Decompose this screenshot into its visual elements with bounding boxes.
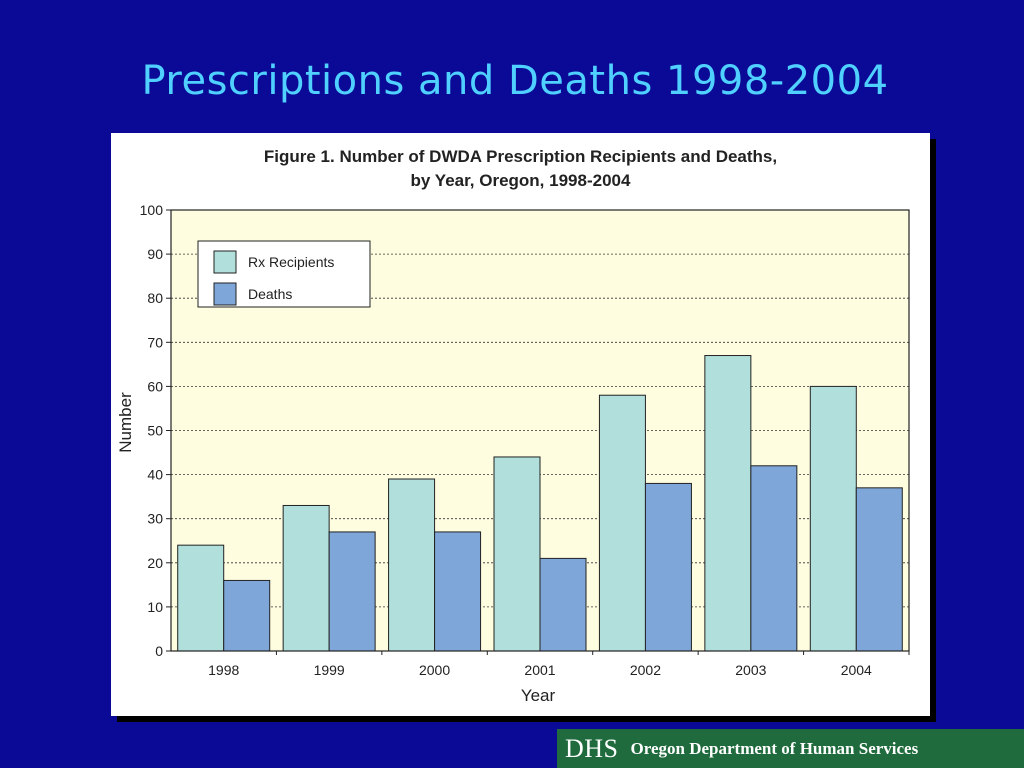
y-axis-title: Number [116, 392, 135, 453]
y-tick-label: 10 [147, 599, 163, 615]
x-tick-label: 1999 [314, 662, 345, 678]
plot-frame [170, 209, 910, 652]
y-tick-label: 40 [147, 467, 163, 483]
figure-title: Figure 1. Number of DWDA Prescription Re… [111, 145, 930, 193]
x-axis-title: Year [521, 686, 556, 705]
bar-rx-recipients [809, 385, 857, 652]
bar-deaths [855, 487, 903, 652]
dhs-logo-banner: DHS Oregon Department of Human Services [557, 729, 1024, 768]
bar-deaths [434, 531, 482, 652]
x-tick-label: 2004 [841, 662, 872, 678]
bar-rx-recipients [704, 355, 752, 652]
figure-title-line-2: by Year, Oregon, 1998-2004 [410, 171, 631, 190]
bar-rx-recipients [598, 394, 646, 652]
organization-name: Oregon Department of Human Services [630, 738, 919, 758]
y-tick-label: 0 [155, 643, 163, 659]
bar-deaths [539, 557, 587, 652]
bar-chart: 0 10 20 30 40 50 60 70 80 90 100 1998 1999 2000 2001 20… [116, 202, 910, 705]
legend-label: Deaths [248, 286, 292, 302]
slide-title: Prescriptions and Deaths 1998-2004 [141, 58, 889, 104]
y-tick-label: 70 [147, 334, 163, 350]
x-tick-label: 1998 [208, 662, 239, 678]
x-tick-label: 2003 [735, 662, 766, 678]
bar-deaths [644, 482, 692, 652]
x-tick-label: 2001 [524, 662, 555, 678]
bar-rx-recipients [282, 504, 330, 652]
y-tick-label: 20 [147, 555, 163, 571]
legend-swatch [213, 282, 237, 306]
x-tick-label: 2000 [419, 662, 450, 678]
dhs-logo-mark: DHS [565, 733, 619, 763]
bar-rx-recipients [177, 544, 225, 652]
bar-deaths [750, 465, 798, 652]
y-tick-label: 60 [147, 378, 163, 394]
figure-panel: Figure 1. Number of DWDA Prescription Re… [111, 133, 930, 716]
bar-rx-recipients [493, 456, 541, 652]
figure-title-line-1: Figure 1. Number of DWDA Prescription Re… [263, 147, 778, 166]
y-tick-label: 50 [147, 423, 163, 439]
bar-deaths [223, 579, 271, 652]
legend-label: Rx Recipients [248, 254, 334, 270]
bar-deaths [328, 531, 376, 652]
legend-swatch [213, 250, 237, 274]
y-tick-label: 80 [147, 290, 163, 306]
y-tick-label: 30 [147, 511, 163, 527]
x-tick-label: 2002 [630, 662, 661, 678]
y-tick-label: 90 [147, 246, 163, 262]
y-tick-label: 100 [140, 202, 164, 218]
bar-rx-recipients [388, 478, 436, 652]
